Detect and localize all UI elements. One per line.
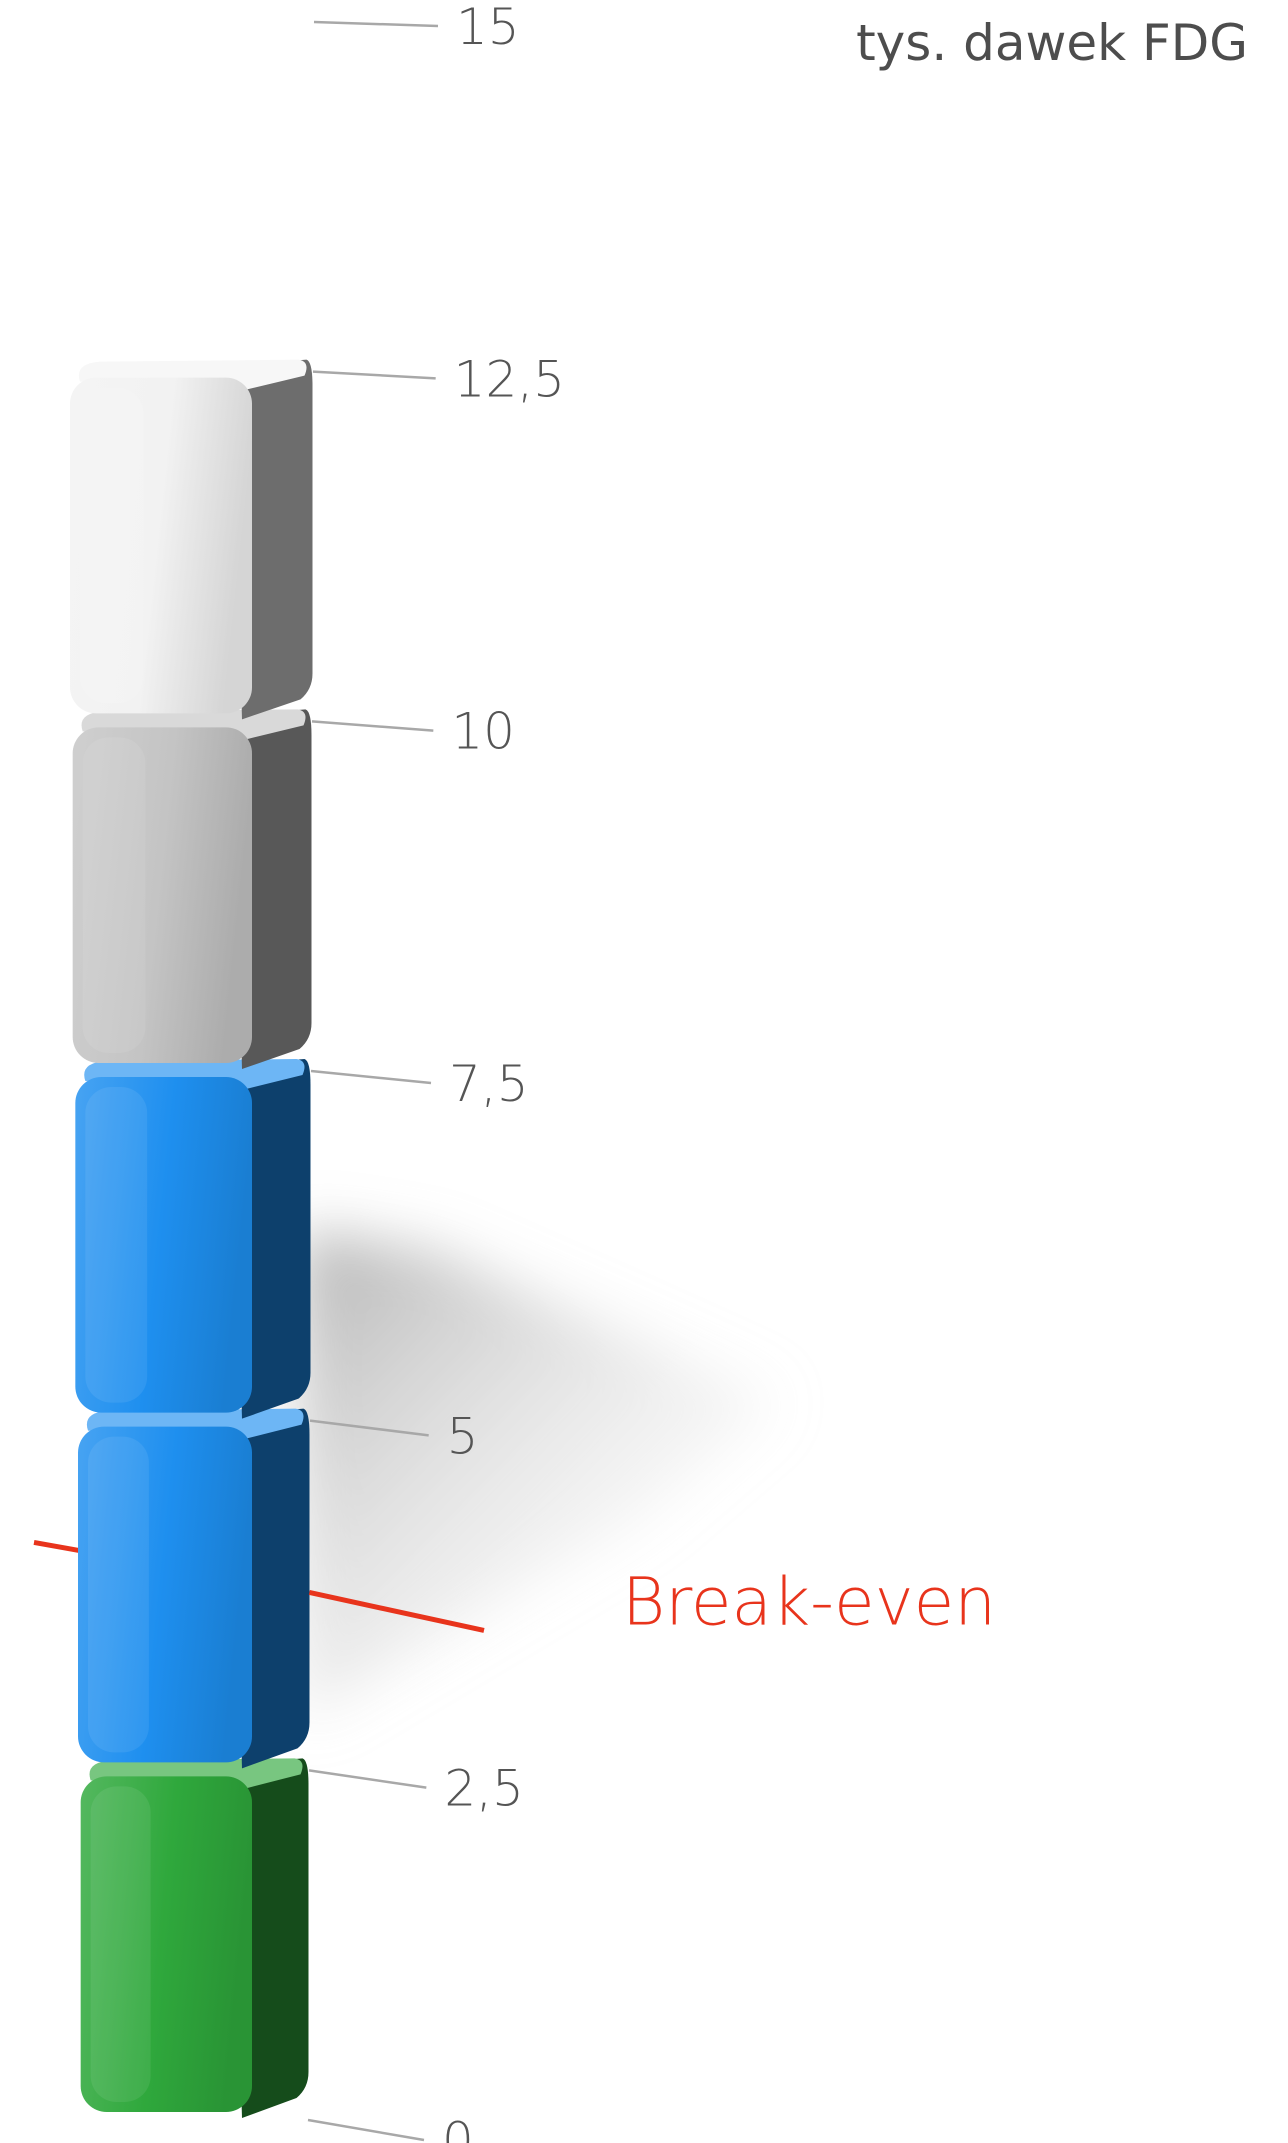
chart-title: tys. dawek FDG	[856, 14, 1248, 72]
cube-front-2	[75, 1077, 252, 1413]
y-tick-label-2: 5	[447, 1407, 479, 1465]
cube-segment-0	[80, 1758, 309, 2118]
y-tick-label-4: 10	[451, 703, 515, 761]
cube-highlight-3	[82, 737, 146, 1053]
tick-leader-1	[308, 1769, 427, 1789]
y-tick-label-6: 15	[456, 0, 520, 56]
cube-segment-1	[78, 1408, 310, 1769]
tick-leader-5	[312, 370, 436, 380]
cube-highlight-1	[88, 1436, 149, 1753]
cube-front-1	[78, 1426, 252, 1763]
break-even-line-right	[308, 1590, 485, 1633]
break-even-label: Break-even	[622, 1563, 996, 1640]
cube-side-4	[232, 359, 313, 720]
threshold-line-front	[308, 1590, 485, 1633]
cube-front-0	[80, 1776, 253, 2112]
cube-highlight-2	[85, 1087, 148, 1403]
column-shadow	[300, 1230, 780, 1720]
cube-front-3	[72, 727, 253, 1063]
tick-leader-2	[309, 1419, 429, 1437]
cube-highlight-4	[80, 387, 144, 704]
y-tick-label-3: 7,5	[449, 1055, 529, 1113]
y-tick-label-5: 12,5	[454, 350, 565, 408]
y-axis-ticks: 0 2,5 5 7,5 10 12,5 15	[442, 0, 565, 2143]
cube-segment-4	[70, 359, 313, 720]
tick-leader-0	[307, 2118, 425, 2142]
cube-segment-2	[75, 1059, 311, 1419]
cube-front-4	[70, 377, 252, 714]
tick-leader-3	[310, 1069, 432, 1085]
tick-leader-6	[313, 20, 439, 28]
cube-highlight-0	[90, 1786, 151, 2102]
y-tick-label-1: 2,5	[444, 1760, 524, 1818]
cube-segment-3	[72, 709, 312, 1069]
cube-shadow	[300, 1230, 780, 1720]
tick-leaders	[307, 20, 439, 2142]
cube-column	[70, 359, 313, 2118]
y-tick-label-0: 0	[442, 2112, 474, 2143]
tick-leader-4	[311, 720, 434, 732]
